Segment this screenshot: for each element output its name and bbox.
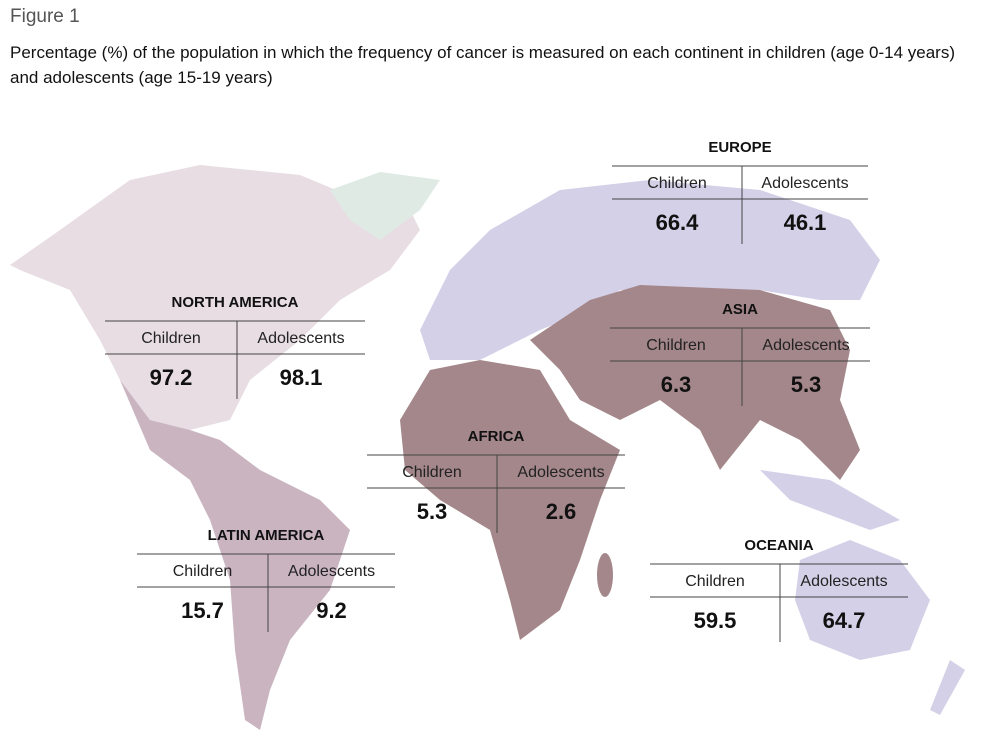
region-name: NORTH AMERICA [172,294,299,311]
column-label: Children [646,337,706,354]
north-america-shape [10,165,420,430]
greenland-shape [330,172,440,240]
value-label: 98.1 [280,365,323,390]
value-label: 46.1 [784,210,827,235]
column-label: Children [141,330,201,347]
column-label: Children [402,464,462,481]
asia-shape [530,285,860,480]
figure-label: Figure 1 [10,6,80,27]
value-label: 97.2 [150,365,193,390]
europe-shape [420,180,880,360]
latin-america-shape [120,380,350,730]
region-name: AFRICA [468,428,525,445]
value-label: 5.3 [791,372,822,397]
africa-shape [400,360,620,640]
oceania-shape [795,540,930,660]
value-label: 5.3 [417,499,448,524]
region-name: OCEANIA [744,537,813,554]
value-label: 64.7 [823,608,866,633]
value-label: 6.3 [661,372,692,397]
continents [10,165,965,730]
column-label: Adolescents [761,175,848,192]
value-label: 15.7 [181,598,224,623]
islands-shape [760,470,900,530]
value-label: 2.6 [546,499,577,524]
column-label: Children [647,175,707,192]
column-label: Adolescents [288,563,375,580]
column-label: Adolescents [800,573,887,590]
value-label: 9.2 [316,598,347,623]
column-label: Adolescents [257,330,344,347]
figure-title: Percentage (%) of the population in whic… [10,43,955,87]
region-name: LATIN AMERICA [208,527,325,544]
column-label: Adolescents [762,337,849,354]
region-name: EUROPE [708,139,771,156]
value-label: 59.5 [694,608,737,633]
value-label: 66.4 [656,210,700,235]
column-label: Children [685,573,745,590]
column-label: Children [173,563,233,580]
region-name: ASIA [722,301,758,318]
column-label: Adolescents [517,464,604,481]
new-zealand-shape [930,660,965,715]
madagascar-shape [597,553,613,597]
